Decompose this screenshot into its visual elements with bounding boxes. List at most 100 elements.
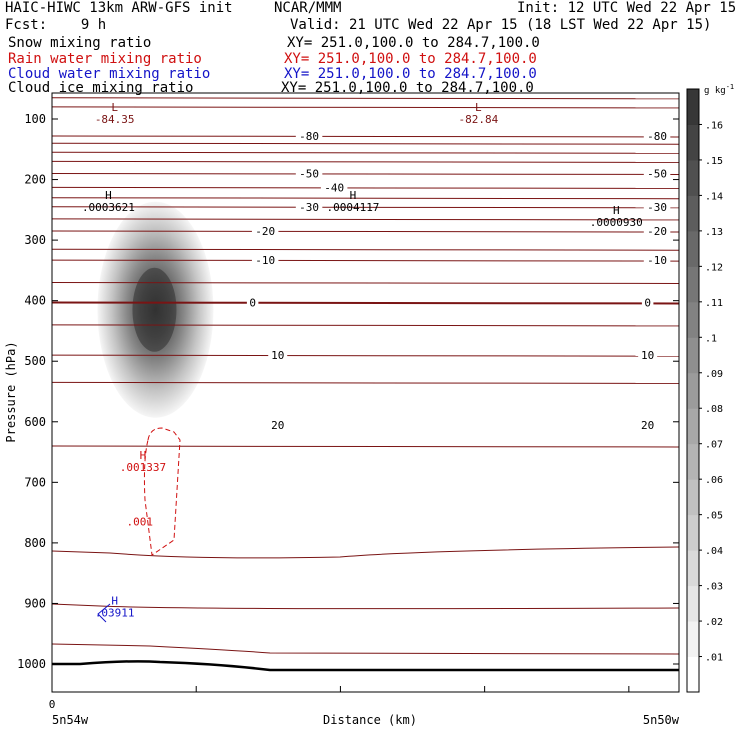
isotherm-line-8 <box>52 282 679 284</box>
extremum-value-5: .001337 <box>120 461 166 474</box>
isotherm-20 <box>52 603 679 610</box>
isotherm-label--20-1: -20 <box>647 225 667 238</box>
isotherm-label-bg <box>638 349 658 362</box>
rain-mixing-ratio-contour <box>143 427 181 556</box>
extremum-H-marker-5: H <box>140 449 147 462</box>
colorbar-segment-11 <box>687 266 699 303</box>
isotherm-line-4 <box>52 160 679 163</box>
colorbar-unit: g kg-1 <box>704 83 734 96</box>
isotherm-label-bg <box>320 181 348 194</box>
isotherm--40 <box>52 186 679 189</box>
isotherm--80 <box>52 135 679 138</box>
extremum-H-marker-3: H <box>350 189 357 202</box>
isotherm-label-bg <box>643 225 671 238</box>
colorbar-unit-exponent: -1 <box>726 83 734 91</box>
isotherm-line-1 <box>52 106 679 109</box>
isotherm-label--80-1: -80 <box>647 130 667 143</box>
colorbar-label-15: .16 <box>705 120 723 131</box>
isotherm-label-0-0: 0 <box>249 296 256 309</box>
isotherm-label-bg <box>295 167 323 180</box>
colorbar-label-7: .08 <box>705 404 723 415</box>
isotherm--10 <box>52 259 679 262</box>
field-name-snow: Snow mixing ratio <box>8 35 152 51</box>
isotherm-label-20-0: 20 <box>271 419 284 432</box>
field-name-cloud-ice: Cloud ice mixing ratio <box>8 80 194 96</box>
isotherm-line-6 <box>52 218 679 221</box>
colorbar-segment-0 <box>687 656 699 693</box>
field-name-rain: Rain water mixing ratio <box>8 51 202 67</box>
colorbar-label-6: .07 <box>705 440 723 451</box>
isotherm-label-bg <box>246 296 259 309</box>
plot-frame <box>51 92 680 693</box>
colorbar-segment-6 <box>687 443 699 480</box>
isotherm-10 <box>52 354 679 357</box>
isotherm-label--10-1: -10 <box>647 254 667 267</box>
isotherm-label--50-0: -50 <box>299 168 319 181</box>
isotherm-label--40-0: -40 <box>324 181 344 194</box>
isotherm-label--30-0: -30 <box>299 201 319 214</box>
isotherm--20 <box>52 230 679 233</box>
isotherm-label-10-0: 10 <box>271 349 284 362</box>
isotherm-0 <box>52 301 679 305</box>
colorbar-segment-7 <box>687 408 699 445</box>
isotherm--50 <box>52 173 679 175</box>
colorbar-label-9: .1 <box>705 333 717 344</box>
isotherm-label-bg <box>643 200 671 213</box>
colorbar-segment-3 <box>687 550 699 587</box>
isotherm-label--80-0: -80 <box>299 130 319 143</box>
colorbar-label-10: .11 <box>705 298 723 309</box>
isotherm-line-9 <box>52 324 679 327</box>
colorbar-label-14: .15 <box>705 156 723 167</box>
colorbar-segment-16 <box>687 89 699 125</box>
isotherm-line-5 <box>52 197 679 200</box>
colorbar-label-1: .02 <box>705 617 723 628</box>
model-title: HAIC-HIWC 13km ARW-GFS init <box>5 0 233 16</box>
isotherm-label-bg <box>638 418 658 431</box>
field-xy-cloud-ice: XY= 251.0,100.0 to 284.7,100.0 <box>281 80 534 96</box>
x-right-label: 5n50w <box>643 713 680 727</box>
y-tick-label-700: 700 <box>24 475 46 489</box>
colorbar-label-3: .04 <box>705 546 723 557</box>
y-tick-label-400: 400 <box>24 294 46 308</box>
colorbar-label-11: .12 <box>705 262 723 273</box>
extremum-H-marker-6: H <box>111 595 118 608</box>
isotherm-label--10-0: -10 <box>255 254 275 267</box>
colorbar-label-8: .09 <box>705 369 723 380</box>
x-tick-zero: 0 <box>49 698 56 711</box>
isotherm-label-bg <box>251 254 279 267</box>
colorbar-label-5: .06 <box>705 475 723 486</box>
isotherm-label-bg <box>268 418 288 431</box>
colorbar-segment-2 <box>687 585 699 622</box>
colorbar-label-2: .03 <box>705 582 723 593</box>
y-tick-label-300: 300 <box>24 233 46 247</box>
isotherm-line-0 <box>52 97 679 100</box>
forecast-hour: Fcst: 9 h <box>5 17 107 33</box>
colorbar-label-12: .13 <box>705 227 723 238</box>
surface-line <box>52 660 679 672</box>
extremum-H-marker-2: H <box>105 189 112 202</box>
field-name-cloud-water: Cloud water mixing ratio <box>8 66 211 82</box>
colorbar-segment-13 <box>687 195 699 232</box>
field-xy-cloud-water: XY= 251.0,100.0 to 284.7,100.0 <box>284 66 537 82</box>
init-time: Init: 12 UTC Wed 22 Apr 15 <box>517 0 737 16</box>
colorbar-label-4: .05 <box>705 511 723 522</box>
extremum-H-marker-4: H <box>613 204 620 217</box>
isotherm-label--50-1: -50 <box>647 168 667 181</box>
extremum-value-3: .0004117 <box>326 201 379 214</box>
isotherm-label-bg <box>295 129 323 142</box>
colorbar-segment-10 <box>687 301 699 338</box>
rain-contour <box>143 427 181 556</box>
isotherm-line-7 <box>52 248 679 251</box>
x-left-label: 5n54w <box>52 713 89 727</box>
colorbar: .01 .02 .03 .04 .05 .06 .07 .08 .09 .1 .11 .12 .13 .1… <box>686 83 734 693</box>
isotherm-line-10 <box>52 381 679 384</box>
org-label: NCAR/MMM <box>274 0 342 16</box>
isotherm-line-3 <box>52 151 679 154</box>
isotherm-line-11 <box>52 445 679 448</box>
isotherm-label-20-1: 20 <box>641 419 654 432</box>
y-tick-label-100: 100 <box>24 112 46 126</box>
colorbar-segment-14 <box>687 159 699 196</box>
y-axis-label: Pressure (hPa) <box>4 341 18 442</box>
extremum-L-marker-1: L <box>475 101 482 114</box>
